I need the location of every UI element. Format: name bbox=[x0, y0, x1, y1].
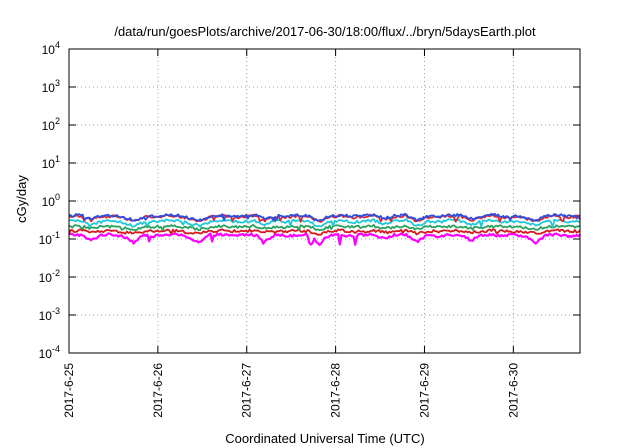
y-tick-label: 10-4 bbox=[39, 344, 60, 361]
series-line bbox=[69, 212, 581, 222]
series-line bbox=[68, 228, 581, 236]
x-tick-label: 2017-6-27 bbox=[240, 363, 254, 418]
y-tick-label: 101 bbox=[42, 154, 60, 171]
y-tick-label: 10-3 bbox=[39, 306, 60, 323]
series-line bbox=[68, 224, 581, 232]
grid bbox=[69, 49, 580, 353]
y-tick-label: 100 bbox=[42, 192, 60, 209]
y-tick-label: 10-2 bbox=[39, 268, 60, 285]
plot-frame bbox=[68, 48, 581, 354]
x-tick-label: 2017-6-30 bbox=[506, 363, 520, 418]
series-line bbox=[68, 218, 581, 229]
x-tick-label: 2017-6-25 bbox=[62, 363, 76, 418]
y-tick-label: 102 bbox=[42, 116, 60, 133]
chart-title: /data/run/goesPlots/archive/2017-06-30/1… bbox=[114, 24, 536, 39]
y-axis-label: cGy/day bbox=[14, 175, 29, 223]
x-tick-label: 2017-6-26 bbox=[151, 363, 165, 418]
series-line bbox=[68, 232, 581, 246]
axes: 10-4 10-3 10-2 10-1 100 101 102 103 104 2017-6-25… bbox=[39, 40, 581, 418]
y-tick-label: 103 bbox=[42, 78, 60, 95]
y-tick-label: 10-1 bbox=[39, 230, 60, 247]
x-tick-label: 2017-6-28 bbox=[329, 363, 343, 418]
x-tick-label: 2017-6-29 bbox=[417, 363, 431, 418]
x-axis-label: Coordinated Universal Time (UTC) bbox=[225, 431, 424, 446]
series-group bbox=[68, 212, 581, 246]
y-tick-label: 104 bbox=[42, 40, 60, 57]
